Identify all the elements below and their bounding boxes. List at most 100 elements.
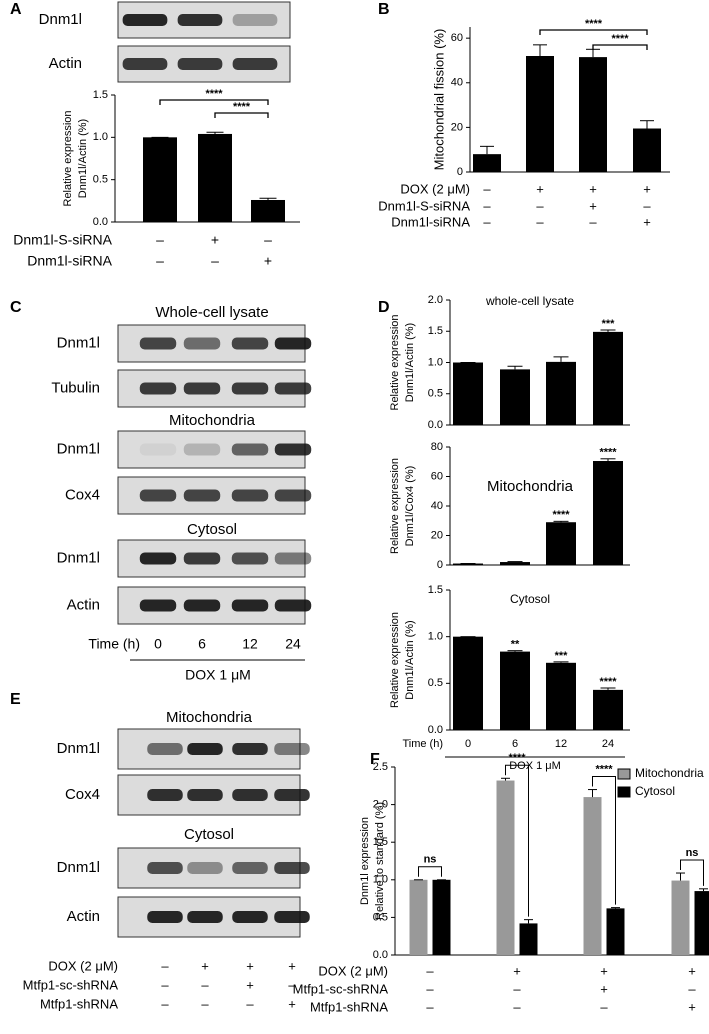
y-tick-label: 0.0 xyxy=(428,724,443,736)
blot-band xyxy=(147,743,183,755)
y-tick-label: 80 xyxy=(431,441,443,453)
blot-title: Cytosol xyxy=(184,826,234,843)
significance: **** xyxy=(585,18,603,30)
condition-sign: – xyxy=(246,996,254,1011)
condition-label: Mtfp1-sc-shRNA xyxy=(23,977,119,992)
significance: **** xyxy=(508,752,526,764)
bar xyxy=(593,461,623,565)
y-tick-label: 60 xyxy=(431,470,443,482)
y-tick-label: 1.0 xyxy=(428,356,443,368)
y-axis-label: Dnm1l/Actin (%) xyxy=(404,323,416,402)
condition-label: Mtfp1-shRNA xyxy=(310,999,388,1014)
lane-label: 12 xyxy=(242,636,258,652)
blot-band xyxy=(177,14,223,26)
legend-label: Mitochondria xyxy=(635,766,704,780)
condition-sign: + xyxy=(589,198,597,213)
y-axis-label: Dnm1l/Actin (%) xyxy=(404,620,416,699)
y-tick-label: 1.5 xyxy=(93,89,108,101)
bar xyxy=(606,908,625,955)
x-tick-label: 24 xyxy=(602,738,614,750)
significance-bracket xyxy=(418,866,442,877)
blot-band xyxy=(232,862,268,874)
y-tick-label: 0 xyxy=(457,166,463,178)
blot-band xyxy=(231,552,269,565)
chart-title: whole-cell lysate xyxy=(485,294,574,308)
bar xyxy=(198,133,232,222)
footer: DOX 1 μM xyxy=(509,760,561,772)
condition-sign: – xyxy=(156,253,164,269)
condition-label: Dnm1l-S-siRNA xyxy=(13,232,112,248)
condition-sign: – xyxy=(211,253,219,269)
blot-band xyxy=(187,743,223,755)
significance: **** xyxy=(599,676,617,688)
bar xyxy=(453,636,483,730)
blot-band xyxy=(183,382,221,395)
bar xyxy=(579,57,607,172)
bar xyxy=(633,128,661,172)
bar xyxy=(143,137,177,222)
lane-axis-label: Time (h) xyxy=(88,636,140,652)
condition-sign: – xyxy=(201,996,209,1011)
blot-label: Cox4 xyxy=(65,486,100,503)
blot-label: Tubulin xyxy=(51,379,100,396)
blot-band xyxy=(187,789,223,801)
blot-band xyxy=(139,443,177,456)
blot-band xyxy=(274,599,312,612)
blot-band xyxy=(177,58,223,70)
y-tick-label: 0.0 xyxy=(373,949,388,961)
condition-sign: – xyxy=(161,977,169,992)
blot-band xyxy=(274,443,312,456)
blot-label: Dnm1l xyxy=(57,440,100,457)
y-tick-label: 40 xyxy=(451,77,463,89)
condition-sign: + xyxy=(513,963,521,978)
condition-sign: + xyxy=(246,977,254,992)
y-axis-label: Dnm1l/Cox4 (%) xyxy=(404,466,416,547)
condition-sign: – xyxy=(426,981,434,996)
bar xyxy=(432,879,451,955)
bar xyxy=(519,923,538,955)
condition-sign: + xyxy=(600,963,608,978)
y-tick-label: 1.5 xyxy=(373,836,388,848)
panel-letter: E xyxy=(10,691,21,708)
y-tick-label: 2.5 xyxy=(373,761,388,773)
y-axis-label: Relative expression xyxy=(389,458,401,554)
blot-band xyxy=(183,599,221,612)
y-tick-label: 0.5 xyxy=(428,388,443,400)
bar xyxy=(496,780,515,955)
condition-sign: + xyxy=(288,958,296,973)
bar xyxy=(671,880,690,955)
condition-label: DOX (2 μM) xyxy=(48,958,118,973)
condition-sign: + xyxy=(643,181,651,196)
condition-sign: – xyxy=(426,963,434,978)
bar xyxy=(593,331,623,425)
blot-band xyxy=(147,911,183,923)
y-axis-label: Relative expression xyxy=(62,111,74,207)
blot-band xyxy=(232,911,268,923)
significance-bracket xyxy=(505,764,529,917)
blot-band xyxy=(183,552,221,565)
significance: ns xyxy=(424,854,437,866)
bar xyxy=(593,689,623,730)
y-tick-label: 1.0 xyxy=(93,131,108,143)
lane-label: 6 xyxy=(198,636,206,652)
y-tick-label: 1.0 xyxy=(373,874,388,886)
blot-label: Dnm1l xyxy=(57,859,100,876)
y-axis-label: Relative expression xyxy=(389,315,401,411)
bar xyxy=(453,362,483,425)
blot-band xyxy=(183,489,221,502)
y-axis-label: Relative to standard (%) xyxy=(374,802,386,920)
condition-sign: – xyxy=(513,981,521,996)
blot-band xyxy=(274,862,310,874)
y-axis-label: Relative expression xyxy=(389,612,401,708)
x-tick-label: 6 xyxy=(512,738,518,750)
blot-band xyxy=(122,14,168,26)
legend-swatch xyxy=(617,786,631,798)
blot-band xyxy=(232,789,268,801)
condition-sign: + xyxy=(264,253,272,269)
condition-label: Dnm1l-siRNA xyxy=(27,253,112,269)
blot-label: Dnm1l xyxy=(57,740,100,757)
y-axis-label: Mitochondrial fission (%) xyxy=(431,29,446,171)
condition-sign: + xyxy=(688,999,696,1014)
condition-sign: + xyxy=(643,214,651,229)
